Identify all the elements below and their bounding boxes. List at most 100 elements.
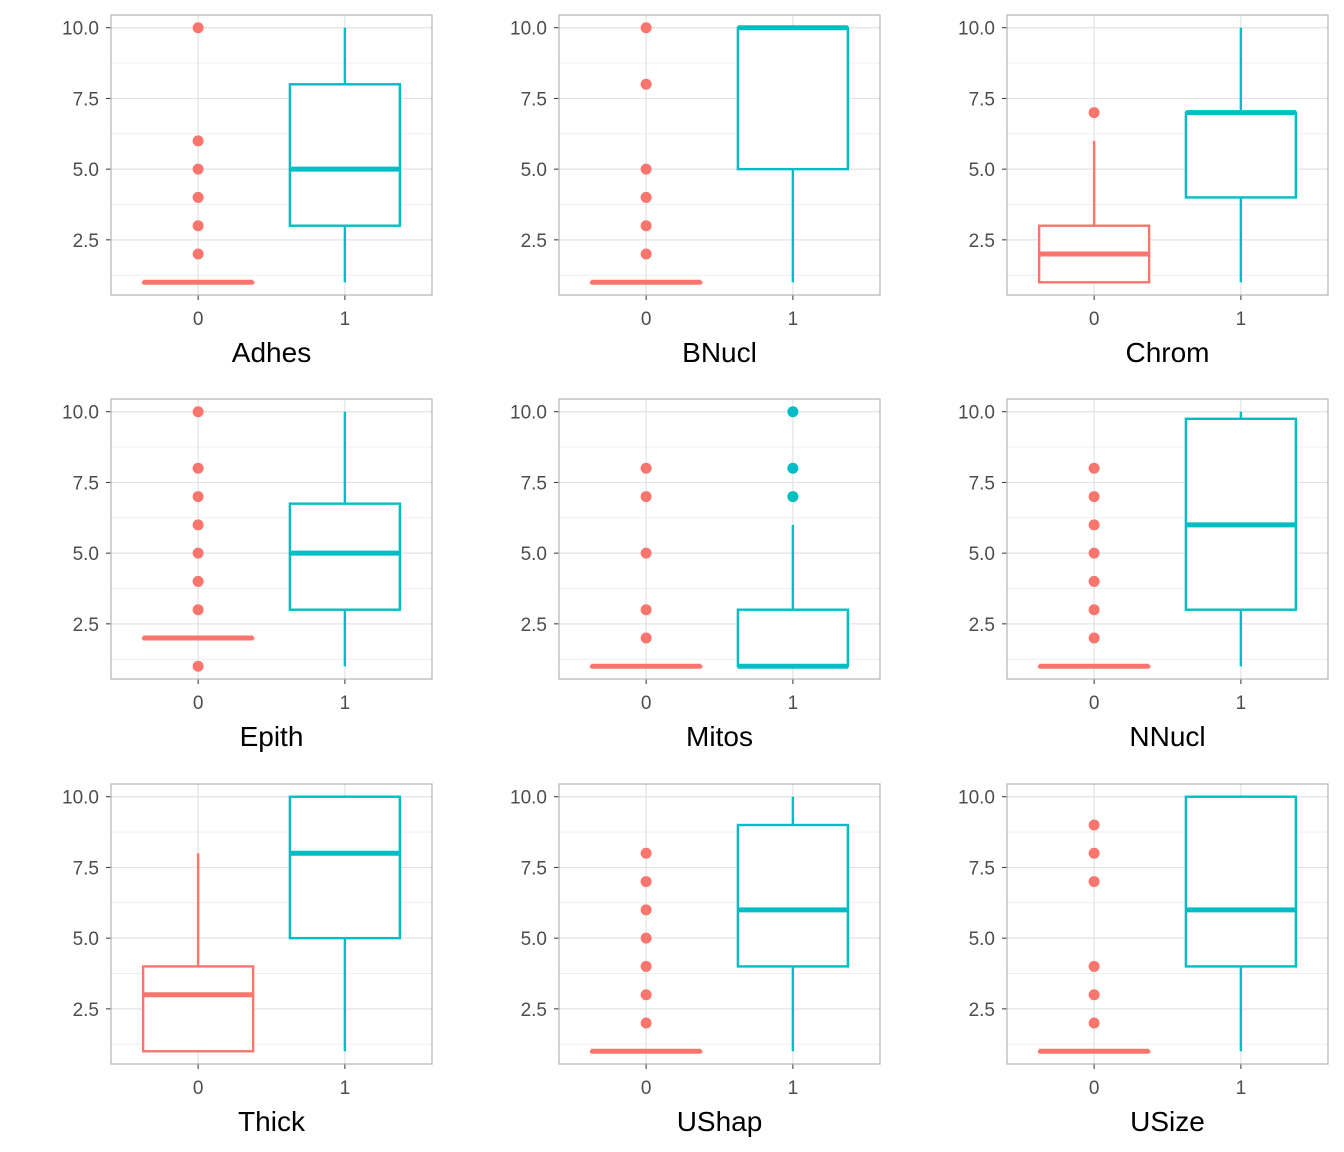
box [736, 823, 850, 968]
box-group-0 [589, 462, 703, 669]
outlier-point [192, 135, 204, 147]
outlier-point [640, 932, 652, 944]
box-group-1 [1184, 27, 1298, 283]
panel-border [110, 14, 433, 296]
box [736, 26, 850, 171]
outlier-point [192, 519, 204, 531]
box-group-0 [141, 406, 255, 672]
outlier-point [192, 547, 204, 559]
box-group-0 [589, 22, 703, 285]
outlier-point [640, 78, 652, 90]
x-tick-label: 1 [340, 693, 351, 714]
x-axis-title: USize [1130, 1106, 1205, 1137]
y-tick-label: 7.5 [73, 473, 99, 494]
outlier-point [640, 462, 652, 474]
box-group-1 [736, 796, 850, 1052]
y-tick-label: 10.0 [958, 788, 995, 809]
x-axis-title: BNucl [682, 337, 757, 368]
y-tick-label: 2.5 [521, 615, 547, 636]
box [1184, 795, 1298, 968]
y-tick-label: 2.5 [521, 231, 547, 252]
x-tick-label: 0 [193, 309, 204, 330]
x-axis-title: Adhes [232, 337, 311, 368]
outlier-point [1088, 519, 1100, 531]
x-tick-label: 1 [1236, 1078, 1247, 1099]
x-tick-label: 0 [1089, 1078, 1100, 1099]
y-tick-label: 2.5 [73, 615, 99, 636]
outlier-point [1088, 547, 1100, 559]
panel-thick: 2.5 5.0 7.5 10.0 0 1 Thick [62, 783, 433, 1137]
outlier-point [1088, 989, 1100, 1001]
outlier-point [1088, 462, 1100, 474]
outlier-point [640, 960, 652, 972]
outlier-point [1088, 632, 1100, 644]
y-tick-label: 5.0 [521, 160, 547, 181]
box-group-0 [141, 853, 255, 1053]
box-group-0 [1037, 819, 1151, 1054]
outlier-point [1088, 575, 1100, 587]
y-tick-label: 10.0 [510, 403, 547, 424]
x-tick-label: 1 [788, 309, 799, 330]
y-tick-label: 5.0 [73, 929, 99, 950]
panel-border [110, 398, 433, 680]
y-tick-label: 10.0 [62, 403, 99, 424]
outlier-point [192, 22, 204, 34]
outlier-point [192, 604, 204, 616]
x-tick-label: 1 [1236, 309, 1247, 330]
outlier-point [787, 462, 799, 474]
y-tick-label: 7.5 [73, 858, 99, 879]
y-tick-label: 7.5 [521, 89, 547, 110]
outlier-point [192, 406, 204, 418]
panel-border [1006, 783, 1329, 1065]
y-tick-label: 10.0 [62, 788, 99, 809]
outlier-point [1088, 107, 1100, 119]
panel-border [1006, 398, 1329, 680]
x-tick-label: 0 [193, 693, 204, 714]
box [288, 795, 402, 940]
outlier-point [192, 575, 204, 587]
x-tick-label: 1 [340, 1078, 351, 1099]
box-group-0 [589, 847, 703, 1054]
x-axis-title: Chrom [1125, 337, 1209, 368]
outlier-point [640, 191, 652, 203]
y-tick-label: 2.5 [969, 615, 995, 636]
outlier-point [192, 220, 204, 232]
box-group-1 [288, 27, 402, 283]
x-tick-label: 0 [641, 1078, 652, 1099]
panel-usize: 2.5 5.0 7.5 10.0 0 1 USize [958, 783, 1329, 1137]
y-tick-label: 5.0 [969, 929, 995, 950]
outlier-point [192, 462, 204, 474]
y-tick-label: 10.0 [510, 19, 547, 40]
x-tick-label: 1 [1236, 693, 1247, 714]
y-tick-label: 7.5 [969, 89, 995, 110]
panel-border [558, 398, 881, 680]
box [288, 502, 402, 611]
outlier-point [192, 660, 204, 672]
box [736, 608, 850, 668]
panel-mitos: 2.5 5.0 7.5 10.0 0 1 Mitos [510, 398, 881, 752]
panel-nnucl: 2.5 5.0 7.5 10.0 0 1 NNucl [958, 398, 1329, 752]
box-group-0 [141, 22, 255, 285]
panel-border [558, 783, 881, 1065]
panel-bnucl: 2.5 5.0 7.5 10.0 0 1 BNucl [510, 14, 881, 368]
box [1184, 417, 1298, 611]
outlier-point [640, 904, 652, 916]
box [288, 83, 402, 227]
y-tick-label: 5.0 [73, 160, 99, 181]
x-axis-title: NNucl [1129, 721, 1205, 752]
y-tick-label: 2.5 [969, 1000, 995, 1021]
outlier-point [1088, 1017, 1100, 1029]
outlier-point [787, 491, 799, 503]
outlier-point [1088, 819, 1100, 831]
outlier-point [640, 163, 652, 175]
y-tick-label: 2.5 [73, 231, 99, 252]
y-tick-label: 2.5 [969, 231, 995, 252]
y-tick-label: 7.5 [73, 89, 99, 110]
y-tick-label: 10.0 [958, 19, 995, 40]
panel-border [1006, 14, 1329, 296]
y-tick-label: 7.5 [969, 858, 995, 879]
outlier-point [1088, 876, 1100, 888]
x-axis-title: UShap [677, 1106, 763, 1137]
x-tick-label: 0 [641, 309, 652, 330]
y-tick-label: 5.0 [73, 544, 99, 565]
